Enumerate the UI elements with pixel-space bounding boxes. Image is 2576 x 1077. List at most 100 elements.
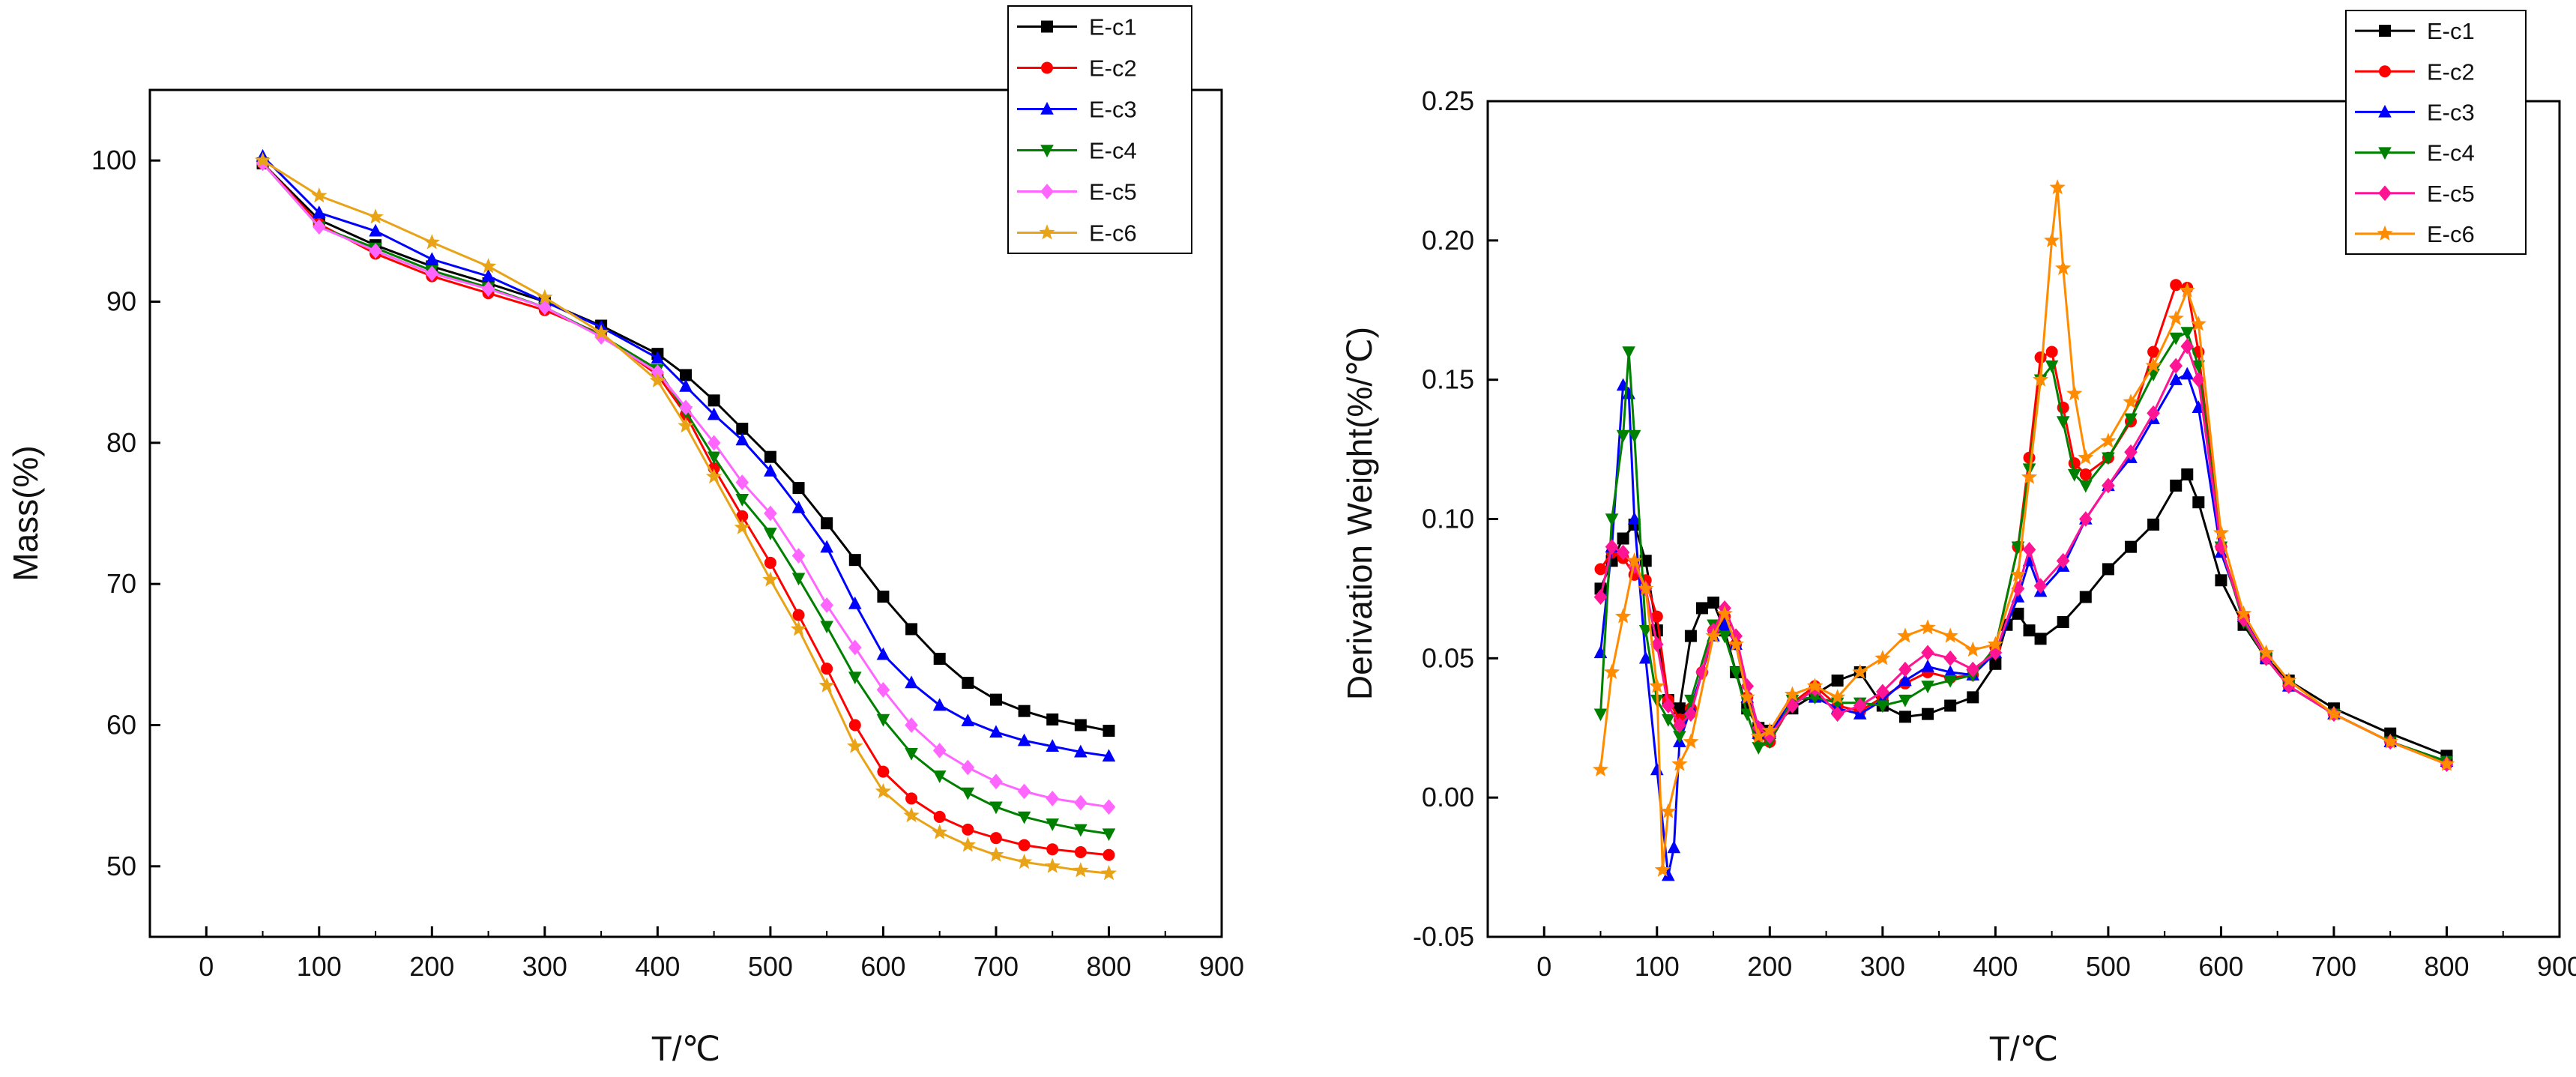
data-point-E-c6 xyxy=(1716,605,1733,621)
data-point-E-c5 xyxy=(1684,706,1698,722)
legend-label-E-c2: E-c2 xyxy=(2427,58,2475,85)
data-point-E-c5 xyxy=(2124,444,2138,460)
legend-label-E-c5: E-c5 xyxy=(1089,179,1137,205)
legend-marker-E-c3 xyxy=(1040,101,1054,115)
data-point-E-c5 xyxy=(1017,783,1031,800)
data-point-E-c2 xyxy=(1018,839,1031,851)
data-point-E-c6 xyxy=(2021,468,2038,484)
data-point-E-c5 xyxy=(735,474,749,490)
series-line-E-c4 xyxy=(262,162,1109,835)
data-point-E-c6 xyxy=(1626,552,1643,568)
data-point-E-c3 xyxy=(1943,665,1957,678)
data-point-E-c5 xyxy=(2192,372,2206,388)
data-point-E-c3 xyxy=(848,596,862,609)
left-series-group xyxy=(254,148,1117,881)
data-point-E-c1 xyxy=(2102,563,2114,576)
data-point-E-c6 xyxy=(678,417,694,433)
data-point-E-c2 xyxy=(2034,351,2047,363)
data-point-E-c3 xyxy=(876,647,890,660)
x-tick-label: 700 xyxy=(974,951,1019,982)
data-point-E-c6 xyxy=(903,806,920,823)
data-point-E-c4 xyxy=(2169,332,2183,346)
series-line-E-c6 xyxy=(1599,187,2448,870)
data-point-E-c5 xyxy=(989,773,1003,790)
data-point-E-c6 xyxy=(847,737,863,753)
data-point-E-c5 xyxy=(848,639,862,656)
data-point-E-c1 xyxy=(877,591,890,603)
x-tick-label: 900 xyxy=(2537,951,2576,982)
data-point-E-c4 xyxy=(764,528,777,540)
data-point-E-c6 xyxy=(423,234,440,250)
x-tick-label: 800 xyxy=(2424,951,2469,982)
left-ticks: 0 100 200 300 400 500 600 700 800 900 50 60 70 80 90 10… xyxy=(91,145,1244,982)
data-point-E-c6 xyxy=(311,187,328,203)
data-point-E-c1 xyxy=(1684,630,1697,642)
x-tick-label: 700 xyxy=(2311,951,2356,982)
data-point-E-c2 xyxy=(1594,563,1607,576)
data-point-E-c3 xyxy=(425,252,439,265)
y-tick-label: 80 xyxy=(106,427,136,458)
data-point-E-c4 xyxy=(905,747,918,761)
data-point-E-c2 xyxy=(764,556,776,569)
x-tick-label: 500 xyxy=(748,951,793,982)
data-point-E-c6 xyxy=(593,324,609,340)
series-E-c6 xyxy=(254,151,1117,881)
data-point-E-c6 xyxy=(2212,524,2230,540)
data-point-E-c4 xyxy=(2045,360,2059,373)
right-ticks: 0 100 200 300 400 500 600 700 800 900 -0.05 0.00 0.0… xyxy=(1413,85,2576,982)
x-tick-label: 300 xyxy=(1860,951,1905,982)
series-line-E-c6 xyxy=(262,159,1109,875)
data-point-E-c5 xyxy=(1616,544,1630,561)
data-point-E-c1 xyxy=(2147,518,2160,531)
data-point-E-c6 xyxy=(1073,862,1089,878)
data-point-E-c3 xyxy=(961,714,975,727)
series-line-E-c1 xyxy=(262,162,1109,732)
data-point-E-c4 xyxy=(1898,694,1912,708)
data-point-E-c4 xyxy=(1046,818,1060,831)
data-point-E-c2 xyxy=(821,663,833,675)
data-point-E-c4 xyxy=(2124,413,2138,426)
data-point-E-c6 xyxy=(2438,755,2455,771)
data-point-E-c3 xyxy=(2180,366,2195,380)
data-point-E-c5 xyxy=(481,281,495,297)
data-point-E-c4 xyxy=(791,573,806,586)
data-point-E-c5 xyxy=(2056,552,2070,569)
data-point-E-c6 xyxy=(2168,310,2184,325)
data-point-E-c6 xyxy=(932,824,948,839)
legend-label-E-c4: E-c4 xyxy=(1089,138,1137,164)
data-point-E-c5 xyxy=(1966,661,1980,678)
data-point-E-c6 xyxy=(1897,627,1913,643)
data-point-E-c6 xyxy=(2100,432,2117,448)
data-point-E-c5 xyxy=(1650,636,1664,653)
series-line-E-c3 xyxy=(262,155,1109,758)
right-x-axis-title: T/℃ xyxy=(1989,1029,2059,1068)
data-point-E-c6 xyxy=(480,258,497,274)
data-point-E-c4 xyxy=(1622,346,1635,360)
y-tick-label: 70 xyxy=(106,568,136,599)
x-tick-label: 0 xyxy=(1536,951,1551,982)
data-point-E-c3 xyxy=(369,223,382,237)
data-point-E-c6 xyxy=(2257,644,2275,660)
data-point-E-c4 xyxy=(735,493,749,507)
data-point-E-c5 xyxy=(1605,539,1619,555)
y-tick-label: 0.00 xyxy=(1422,782,1474,812)
data-point-E-c1 xyxy=(1898,711,1911,723)
data-point-E-c5 xyxy=(961,759,975,776)
data-point-E-c6 xyxy=(1100,865,1117,881)
data-point-E-c6 xyxy=(1044,857,1061,873)
data-point-E-c6 xyxy=(1761,722,1778,738)
data-point-E-c5 xyxy=(1943,650,1957,666)
data-point-E-c5 xyxy=(1785,698,1800,714)
legend-label-E-c2: E-c2 xyxy=(1089,55,1137,82)
data-point-E-c4 xyxy=(876,714,890,727)
data-point-E-c6 xyxy=(1603,663,1620,679)
data-point-E-c2 xyxy=(989,832,1002,845)
x-tick-label: 800 xyxy=(1086,951,1131,982)
data-point-E-c5 xyxy=(425,265,439,282)
data-point-E-c5 xyxy=(791,548,806,564)
data-point-E-c1 xyxy=(2125,540,2137,553)
y-tick-label: -0.05 xyxy=(1413,921,1474,952)
data-point-E-c4 xyxy=(2180,327,2195,340)
data-point-E-c3 xyxy=(651,351,665,364)
data-point-E-c6 xyxy=(2281,672,2297,688)
